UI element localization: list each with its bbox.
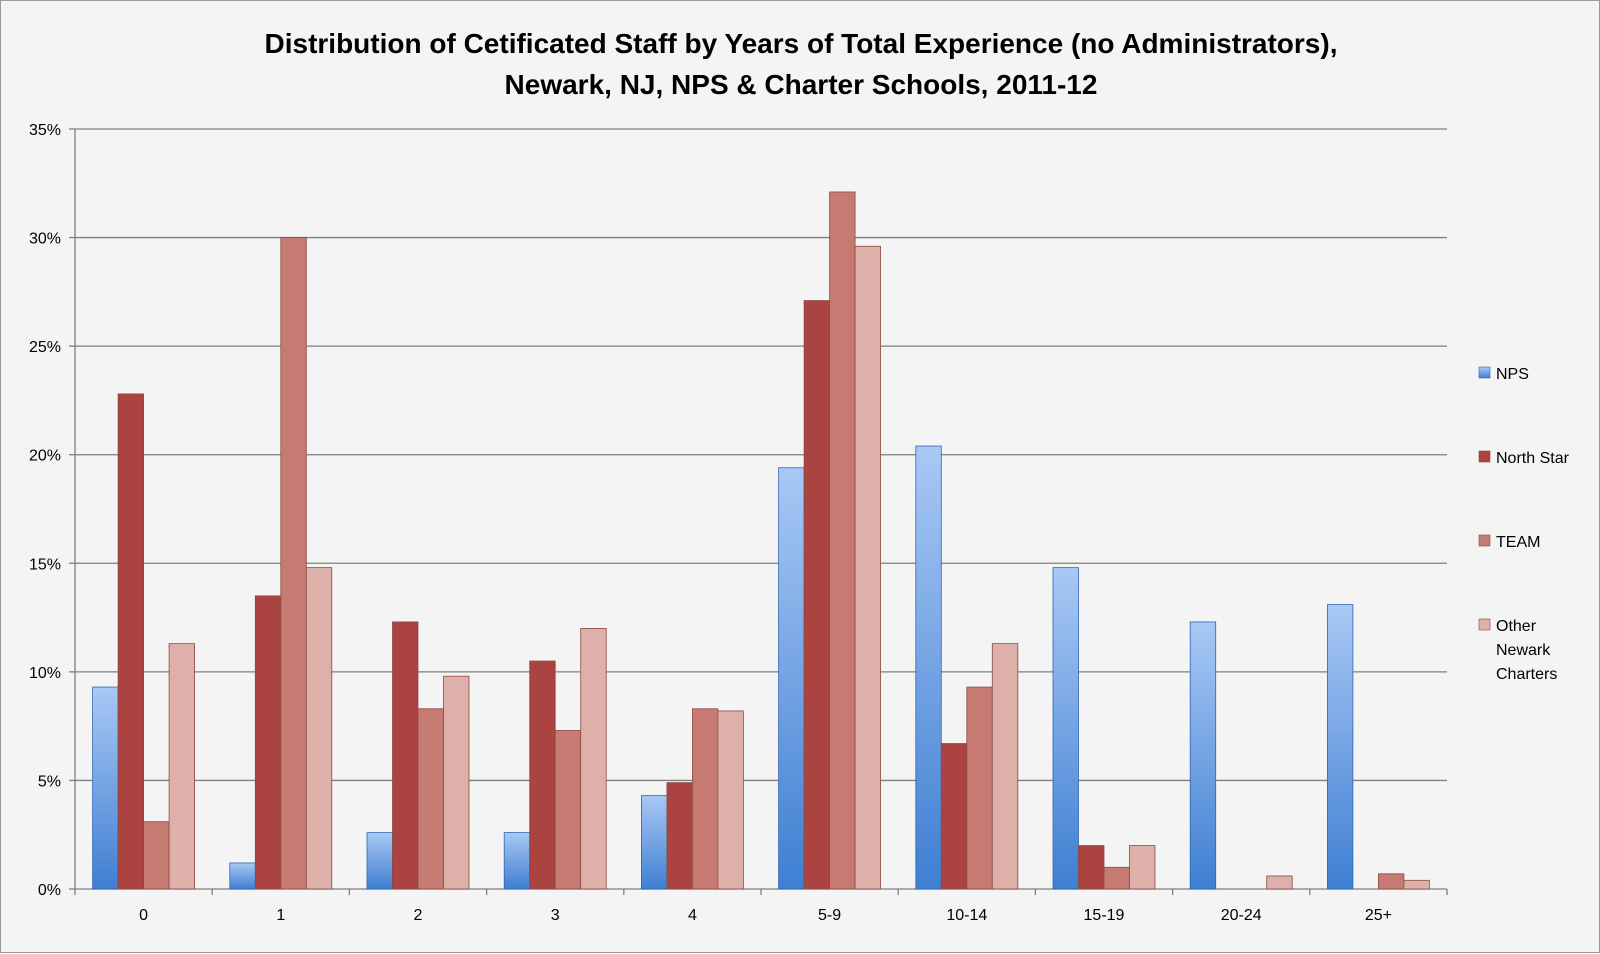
y-tick-label: 20%: [29, 448, 61, 465]
bar-team-3: [554, 730, 582, 890]
bar-team-2: [417, 708, 444, 890]
bar-north-star-2: [392, 621, 419, 890]
bar-north-star-1: [254, 595, 282, 890]
bar-nps-20-24: [1189, 621, 1217, 890]
bar-other-newark-charters-20-24: [1266, 875, 1293, 890]
bar-nps-1: [229, 862, 256, 890]
chart-title: Distribution of Cetificated Staff by Yea…: [265, 28, 1338, 59]
x-tick-label: 0: [139, 907, 148, 924]
bar-other-newark-charters-5-9: [854, 245, 881, 890]
bar-team-15-19: [1103, 866, 1130, 890]
y-tick-label: 35%: [29, 122, 61, 139]
bar-north-star-15-19: [1078, 845, 1105, 890]
bar-nps-3: [503, 832, 531, 890]
bar-team-4: [692, 708, 719, 890]
x-tick-label: 20-24: [1221, 907, 1262, 924]
y-tick-label: 5%: [38, 773, 61, 790]
bar-nps-0: [92, 686, 119, 890]
x-tick-label: 4: [688, 907, 697, 924]
x-tick-label: 3: [551, 907, 560, 924]
bar-other-newark-charters-1: [305, 567, 333, 890]
bar-nps-5-9: [778, 467, 805, 890]
x-tick-label: 5-9: [818, 907, 841, 924]
bar-team-1: [280, 237, 307, 890]
bar-nps-10-14: [915, 445, 942, 890]
legend-swatch-team: [1478, 534, 1491, 547]
bar-team-5-9: [829, 191, 856, 890]
x-tick-label: 15-19: [1084, 907, 1125, 924]
legend-label-team: TEAM: [1496, 534, 1540, 551]
bar-team-25+: [1378, 873, 1405, 890]
bar-north-star-10-14: [940, 743, 968, 890]
axes: 0% 5% 10% 15% 20% 25% 30% 35% 0 1 2 3 4 5-9 10-14 15-19…: [29, 122, 1448, 924]
bar-team-10-14: [966, 686, 993, 890]
bar-other-newark-charters-25+: [1403, 879, 1430, 890]
legend: NPS North Star TEAM Other Newark Charters: [1478, 366, 1570, 683]
legend-swatch-other-newark-charters: [1478, 618, 1491, 631]
x-tick-label: 10-14: [946, 907, 987, 924]
bar-other-newark-charters-0: [168, 643, 196, 890]
y-tick-label: 15%: [29, 556, 61, 573]
legend-label-other-newark-charters: Charters: [1496, 666, 1557, 683]
bar-north-star-5-9: [803, 300, 830, 890]
bar-team-0: [143, 821, 170, 890]
bar-north-star-3: [529, 660, 556, 890]
legend-label-nps: NPS: [1496, 366, 1529, 383]
x-tick-label: 25+: [1365, 907, 1392, 924]
bar-nps-15-19: [1052, 567, 1079, 890]
bar-nps-2: [366, 832, 393, 890]
legend-label-other-newark-charters: Other: [1496, 618, 1537, 635]
bar-other-newark-charters-3: [580, 628, 607, 890]
y-tick-label: 0%: [38, 882, 61, 899]
bar-nps-25+: [1327, 604, 1354, 890]
legend-label-north-star: North Star: [1496, 450, 1570, 467]
bar-north-star-4: [666, 782, 693, 890]
y-tick-label: 25%: [29, 339, 61, 356]
bars: [92, 191, 1430, 890]
legend-swatch-nps: [1478, 366, 1491, 379]
y-tick-label: 30%: [29, 231, 61, 248]
legend-swatch-north-star: [1478, 450, 1491, 463]
bar-nps-4: [641, 795, 668, 890]
bar-north-star-0: [117, 393, 144, 890]
bar-other-newark-charters-15-19: [1129, 845, 1156, 890]
x-tick-label: 1: [276, 907, 285, 924]
x-tick-label: 2: [414, 907, 423, 924]
bar-other-newark-charters-4: [717, 710, 744, 890]
legend-label-other-newark-charters: Newark: [1496, 642, 1551, 659]
bar-other-newark-charters-10-14: [991, 643, 1019, 890]
bar-other-newark-charters-2: [443, 675, 470, 890]
y-tick-label: 10%: [29, 665, 61, 682]
chart-subtitle: Newark, NJ, NPS & Charter Schools, 2011-…: [505, 69, 1098, 100]
